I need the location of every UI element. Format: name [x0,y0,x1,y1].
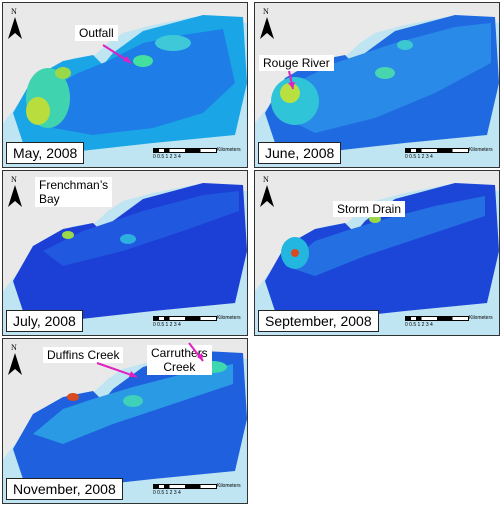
north-arrow: N [8,343,22,377]
date-label: September, 2008 [258,310,379,332]
date-label: May, 2008 [6,142,85,164]
plume-map [255,171,499,335]
callout-outfall: Outfall [75,25,118,41]
date-label: July, 2008 [6,310,83,332]
north-arrow: N [8,175,22,209]
map-panel-july: N Frenchman’s Bay Kilometers 0 0.5 1 2 3… [2,170,248,336]
north-arrow: N [260,7,274,41]
map-panel-june: N Rouge River Kilometers 0 0.5 1 2 3 4 J… [254,2,500,168]
map-panel-november: N Duffins Creek Carruthers Creek Kilomet… [2,338,248,504]
callout-rouge-river: Rouge River [259,55,334,71]
callout-frenchmans-bay: Frenchman’s Bay [35,177,113,207]
callout-storm-drain: Storm Drain [333,201,406,217]
scale-bar: Kilometers 0 0.5 1 2 3 4 [153,315,241,328]
date-label: June, 2008 [258,142,342,164]
callout-duffins-creek: Duffins Creek [43,347,124,363]
map-panel-may: N Outfall Kilometers 0 0.5 1 2 3 4 May, … [2,2,248,168]
plume-map [255,3,499,167]
scale-bar: Kilometers 0 0.5 1 2 3 4 [405,315,493,328]
date-label: November, 2008 [6,478,123,500]
scale-bar: Kilometers 0 0.5 1 2 3 4 [405,147,493,160]
north-arrow: N [8,7,22,41]
plume-map [3,3,247,167]
north-arrow: N [260,175,274,209]
callout-carruthers-creek: Carruthers Creek [147,345,212,375]
scale-bar: Kilometers 0 0.5 1 2 3 4 [153,147,241,160]
map-panel-september: N Storm Drain Kilometers 0 0.5 1 2 3 4 S… [254,170,500,336]
scale-bar: Kilometers 0 0.5 1 2 3 4 [153,483,241,496]
